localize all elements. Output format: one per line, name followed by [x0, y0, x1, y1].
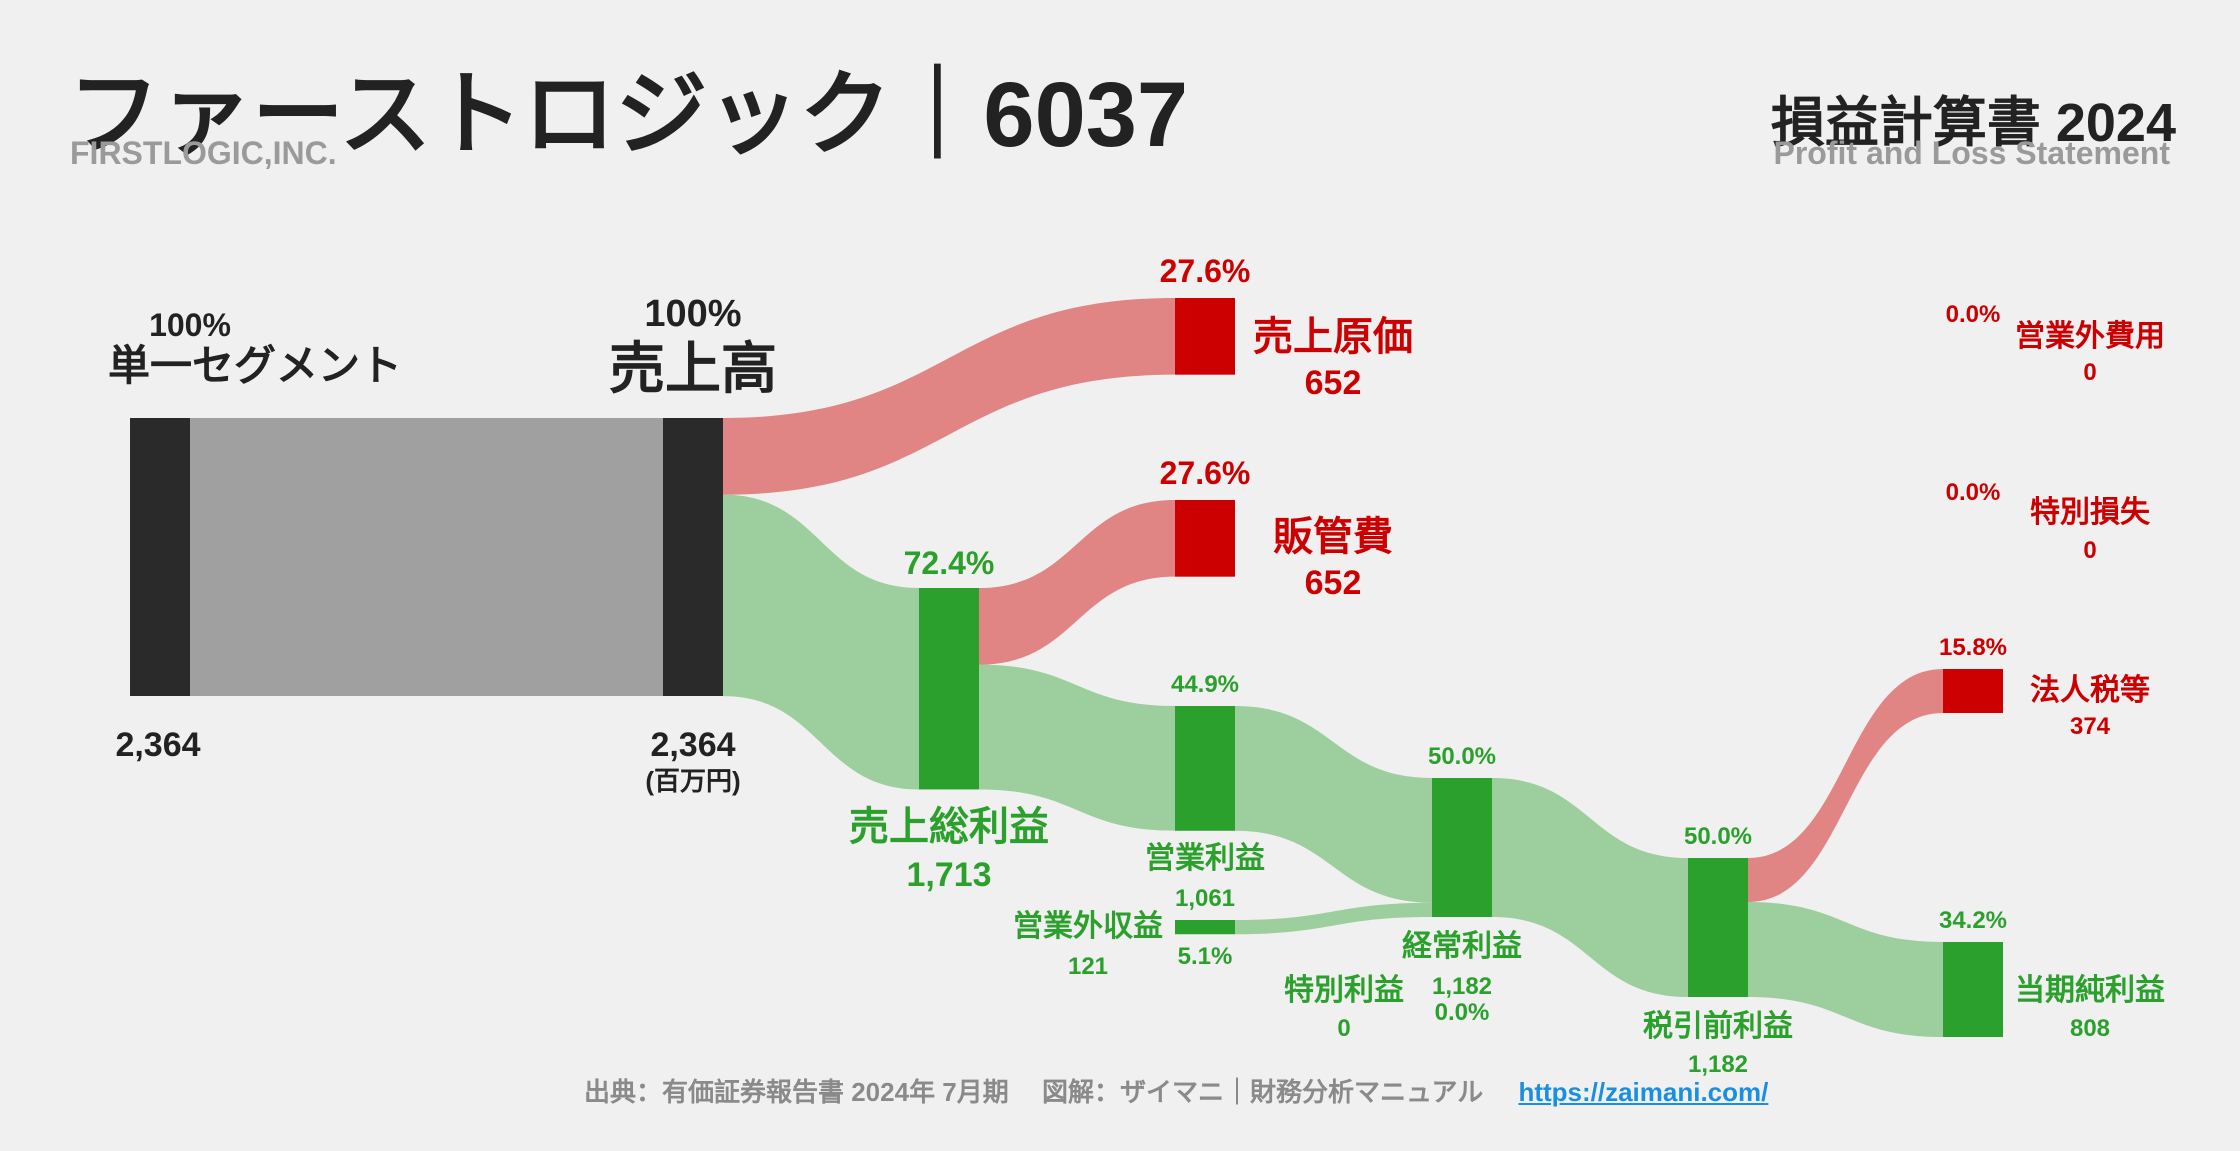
name-label-nonop_inc: 営業外収益	[1013, 910, 1163, 943]
link-pretax-net	[1748, 901, 1943, 1038]
pct-label-tax: 15.8%	[1939, 634, 2007, 661]
labels-layer: 100%単一セグメント2,364100%売上高2,36427.6%売上原価652…	[108, 253, 2165, 1078]
name-label-special_loss: 特別損失	[2030, 496, 2151, 529]
pct-label-segment: 100%	[149, 307, 231, 343]
pct-label-nonop_inc: 5.1%	[1178, 943, 1233, 970]
node-pretax	[1688, 858, 1748, 997]
nodes-layer	[130, 298, 2003, 1038]
value-label-tax: 374	[2070, 713, 2111, 740]
value-label-revenue: 2,364	[650, 726, 735, 764]
pct-label-cogs: 27.6%	[1160, 253, 1251, 289]
link-revenue-cogs	[723, 298, 1175, 495]
link-pretax-tax	[1748, 669, 1943, 902]
node-gross	[919, 588, 979, 790]
name-label-pretax: 税引前利益	[1643, 1010, 1793, 1043]
value-label-net: 808	[2070, 1015, 2110, 1042]
statement-subtitle: Profit and Loss Statement	[1773, 135, 2171, 171]
link-nonop_inc-ordinary	[1235, 902, 1432, 935]
footer: 出典：有価証券報告書 2024年 7月期 図解：ザイマニ｜財務分析マニュアル h…	[584, 1072, 1768, 1109]
node-ordinary	[1432, 778, 1492, 917]
link-segment-revenue	[190, 418, 663, 696]
name-label-net: 当期純利益	[2015, 973, 2165, 1007]
pct-label-special_loss: 0.0%	[1946, 479, 2001, 506]
name-label-revenue: 売上高	[609, 337, 777, 400]
link-ordinary-pretax	[1492, 778, 1688, 997]
pct-label-gross: 72.4%	[904, 545, 995, 581]
node-op	[1175, 706, 1235, 831]
pct-label-nonop_exp: 0.0%	[1946, 301, 2001, 328]
link-revenue-gross	[723, 494, 919, 790]
name-label-op: 営業利益	[1145, 842, 1265, 875]
value-label-segment: 2,364	[115, 726, 200, 764]
pct-label-net: 34.2%	[1939, 907, 2007, 934]
node-sga	[1175, 500, 1235, 577]
link-gross-sga	[979, 500, 1175, 665]
pct-label-ordinary: 50.0%	[1428, 743, 1496, 770]
node-net	[1943, 942, 2003, 1038]
value-label-special_gain: 0	[1337, 1015, 1350, 1042]
value-label-sga: 652	[1305, 564, 1362, 602]
pct-label-sga: 27.6%	[1160, 455, 1251, 491]
link-op-ordinary	[1235, 706, 1432, 903]
value-label-nonop_exp: 0	[2083, 359, 2096, 386]
value-label-pretax: 1,182	[1688, 1051, 1748, 1078]
pct-label-special_gain: 0.0%	[1435, 999, 1490, 1026]
links-layer	[190, 298, 1943, 1038]
name-label-special_gain: 特別利益	[1284, 974, 1404, 1007]
link-gross-op	[979, 664, 1175, 831]
company-english-name: FIRSTLOGIC,INC.	[70, 135, 337, 171]
node-cogs	[1175, 298, 1235, 375]
name-label-tax: 法人税等	[2030, 673, 2150, 707]
pct-label-revenue: 100%	[644, 293, 741, 335]
node-segment	[130, 418, 190, 696]
value-label-gross: 1,713	[906, 856, 991, 894]
value-label-nonop_inc: 121	[1068, 953, 1108, 980]
name-label-segment: 単一セグメント	[108, 342, 402, 389]
chart-title: ファーストロジック｜6037	[68, 64, 1189, 166]
value-label-special_loss: 0	[2083, 537, 2096, 564]
value-label-op: 1,061	[1175, 885, 1235, 912]
unit-label: (百万円)	[645, 766, 740, 796]
statement-title: 損益計算書 2024	[1770, 93, 2176, 153]
node-revenue	[663, 418, 723, 696]
value-label-ordinary: 1,182	[1432, 973, 1492, 1000]
footer-link[interactable]: https://zaimani.com/	[1518, 1077, 1769, 1107]
name-label-cogs: 売上原価	[1253, 315, 1413, 359]
pct-label-pretax: 50.0%	[1684, 823, 1752, 850]
name-label-sga: 販管費	[1273, 515, 1393, 559]
node-nonop_inc	[1175, 920, 1235, 935]
name-label-ordinary: 経常利益	[1402, 929, 1522, 963]
pct-label-op: 44.9%	[1171, 671, 1239, 698]
node-tax	[1943, 669, 2003, 713]
name-label-nonop_exp: 営業外費用	[2015, 320, 2165, 353]
footer-source: 出典：有価証券報告書 2024年 7月期 図解：ザイマニ｜財務分析マニュアル	[584, 1077, 1484, 1107]
name-label-gross: 売上総利益	[849, 805, 1049, 849]
value-label-cogs: 652	[1305, 364, 1362, 402]
